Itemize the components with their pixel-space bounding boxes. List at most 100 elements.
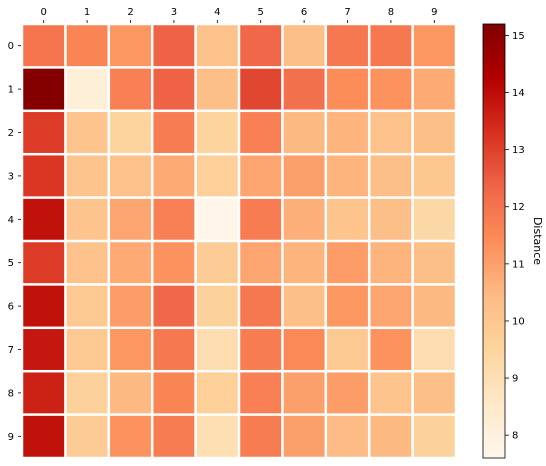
heatmap-cell-r1-c1	[66, 68, 108, 110]
heatmap-cell-r5-c5	[240, 242, 282, 284]
colorbar-label: Distance	[531, 217, 544, 265]
heatmap-cell-r0-c9	[413, 25, 455, 67]
heatmap-cell-r8-c6	[283, 372, 325, 414]
heatmap-cell-r5-c2	[110, 242, 151, 284]
x-tick-label: 6	[301, 7, 307, 18]
colorbar-tick-label: 13	[512, 145, 525, 156]
colorbar-tick-label: 12	[512, 202, 525, 213]
heatmap-cell-r7-c2	[110, 329, 151, 370]
heatmap-cell-r6-c9	[413, 285, 455, 327]
heatmap-cell-r1-c6	[283, 68, 325, 110]
y-tick-label: 9	[8, 432, 14, 443]
y-tick-label: 8	[8, 388, 14, 399]
y-axis-ticks: 0 1 2 3 4 5 6 7 8 9	[8, 41, 21, 443]
heatmap-cell-r3-c7	[327, 155, 368, 197]
heatmap-cell-r1-c7	[327, 68, 368, 110]
heatmap-cell-r9-c1	[66, 415, 108, 457]
heatmap-cell-r4-c6	[283, 198, 325, 240]
heatmap-cell-r2-c9	[413, 112, 455, 153]
heatmap-cell-r3-c3	[153, 155, 195, 197]
y-tick-label: 5	[8, 258, 14, 269]
heatmap-cell-r0-c5	[240, 25, 282, 67]
heatmap-cell-r3-c6	[283, 155, 325, 197]
colorbar-tick-label: 11	[512, 259, 525, 270]
heatmap-cell-r5-c4	[196, 242, 238, 284]
x-tick-label: 5	[258, 7, 264, 18]
x-tick-label: 1	[84, 7, 90, 18]
heatmap-cell-r9-c9	[413, 415, 455, 457]
heatmap-cell-r7-c8	[370, 329, 412, 370]
y-tick-label: 2	[8, 128, 14, 139]
y-tick-label: 0	[8, 41, 14, 52]
heatmap-cell-r5-c6	[283, 242, 325, 284]
heatmap-cell-r1-c4	[196, 68, 238, 110]
heatmap-cell-r6-c4	[196, 285, 238, 327]
heatmap-cell-r5-c3	[153, 242, 195, 284]
x-axis-ticks: 0 1 2 3 4 5 6 7 8 9	[41, 7, 437, 23]
x-tick-label: 2	[127, 7, 133, 18]
heatmap-cell-r9-c5	[240, 415, 282, 457]
heatmap-cell-r8-c7	[327, 372, 368, 414]
heatmap-cell-r7-c6	[283, 329, 325, 370]
heatmap-cell-r0-c1	[66, 25, 108, 67]
heatmap-cell-r9-c2	[110, 415, 151, 457]
y-tick-label: 6	[8, 302, 14, 313]
heatmap-cell-r2-c0	[23, 112, 65, 153]
heatmap-cell-r6-c2	[110, 285, 151, 327]
heatmap-cell-r7-c0	[23, 329, 65, 370]
heatmap-cell-r2-c8	[370, 112, 412, 153]
heatmap-cell-r2-c2	[110, 112, 151, 153]
heatmap-cell-r6-c8	[370, 285, 412, 327]
heatmap-cell-r4-c7	[327, 198, 368, 240]
y-tick-label: 7	[8, 345, 14, 356]
heatmap-cell-r6-c0	[23, 285, 65, 327]
heatmap-cell-r8-c8	[370, 372, 412, 414]
y-tick-label: 4	[8, 215, 14, 226]
heatmap-cell-r5-c8	[370, 242, 412, 284]
colorbar-tick-label: 15	[512, 31, 525, 42]
heatmap-cell-r3-c2	[110, 155, 151, 197]
colorbar-gradient	[482, 23, 506, 459]
heatmap-cell-r7-c5	[240, 329, 282, 370]
heatmap-cell-r4-c9	[413, 198, 455, 240]
heatmap-cell-r1-c3	[153, 68, 195, 110]
heatmap-cell-r5-c0	[23, 242, 65, 284]
y-tick-label: 3	[8, 171, 14, 182]
heatmap-cell-r4-c3	[153, 198, 195, 240]
heatmap-cell-r9-c7	[327, 415, 368, 457]
heatmap-cell-r0-c6	[283, 25, 325, 67]
heatmap-cell-r5-c7	[327, 242, 368, 284]
heatmap-cell-r0-c0	[23, 25, 65, 67]
heatmap-cell-r0-c8	[370, 25, 412, 67]
heatmap-cell-r6-c6	[283, 285, 325, 327]
heatmap-cell-r3-c1	[66, 155, 108, 197]
heatmap-cell-r1-c5	[240, 68, 282, 110]
heatmap-cell-r4-c8	[370, 198, 412, 240]
heatmap-cell-r0-c4	[196, 25, 238, 67]
heatmap-cell-r8-c4	[196, 372, 238, 414]
heatmap-cell-r3-c0	[23, 155, 65, 197]
heatmap-cell-r0-c7	[327, 25, 368, 67]
colorbar-tick-label: 8	[512, 431, 518, 442]
x-tick-label: 4	[214, 7, 220, 18]
heatmap-cell-r2-c6	[283, 112, 325, 153]
colorbar-tick-label: 9	[512, 374, 518, 385]
heatmap-cell-r1-c9	[413, 68, 455, 110]
heatmap-cell-r8-c2	[110, 372, 151, 414]
heatmap-cell-r2-c1	[66, 112, 108, 153]
heatmap-cell-r3-c9	[413, 155, 455, 197]
heatmap-cell-r7-c7	[327, 329, 368, 370]
heatmap-cell-r9-c4	[196, 415, 238, 457]
heatmap-cell-r7-c3	[153, 329, 195, 370]
heatmap-cell-r0-c3	[153, 25, 195, 67]
x-tick-label: 8	[388, 7, 394, 18]
heatmap-cell-r4-c1	[66, 198, 108, 240]
heatmap-cell-r3-c5	[240, 155, 282, 197]
heatmap-cell-r7-c9	[413, 329, 455, 370]
heatmap-cell-r1-c8	[370, 68, 412, 110]
heatmap-cell-r5-c1	[66, 242, 108, 284]
heatmap-cell-r2-c7	[327, 112, 368, 153]
heatmap-cell-r4-c2	[110, 198, 151, 240]
x-tick-label: 7	[344, 7, 350, 18]
